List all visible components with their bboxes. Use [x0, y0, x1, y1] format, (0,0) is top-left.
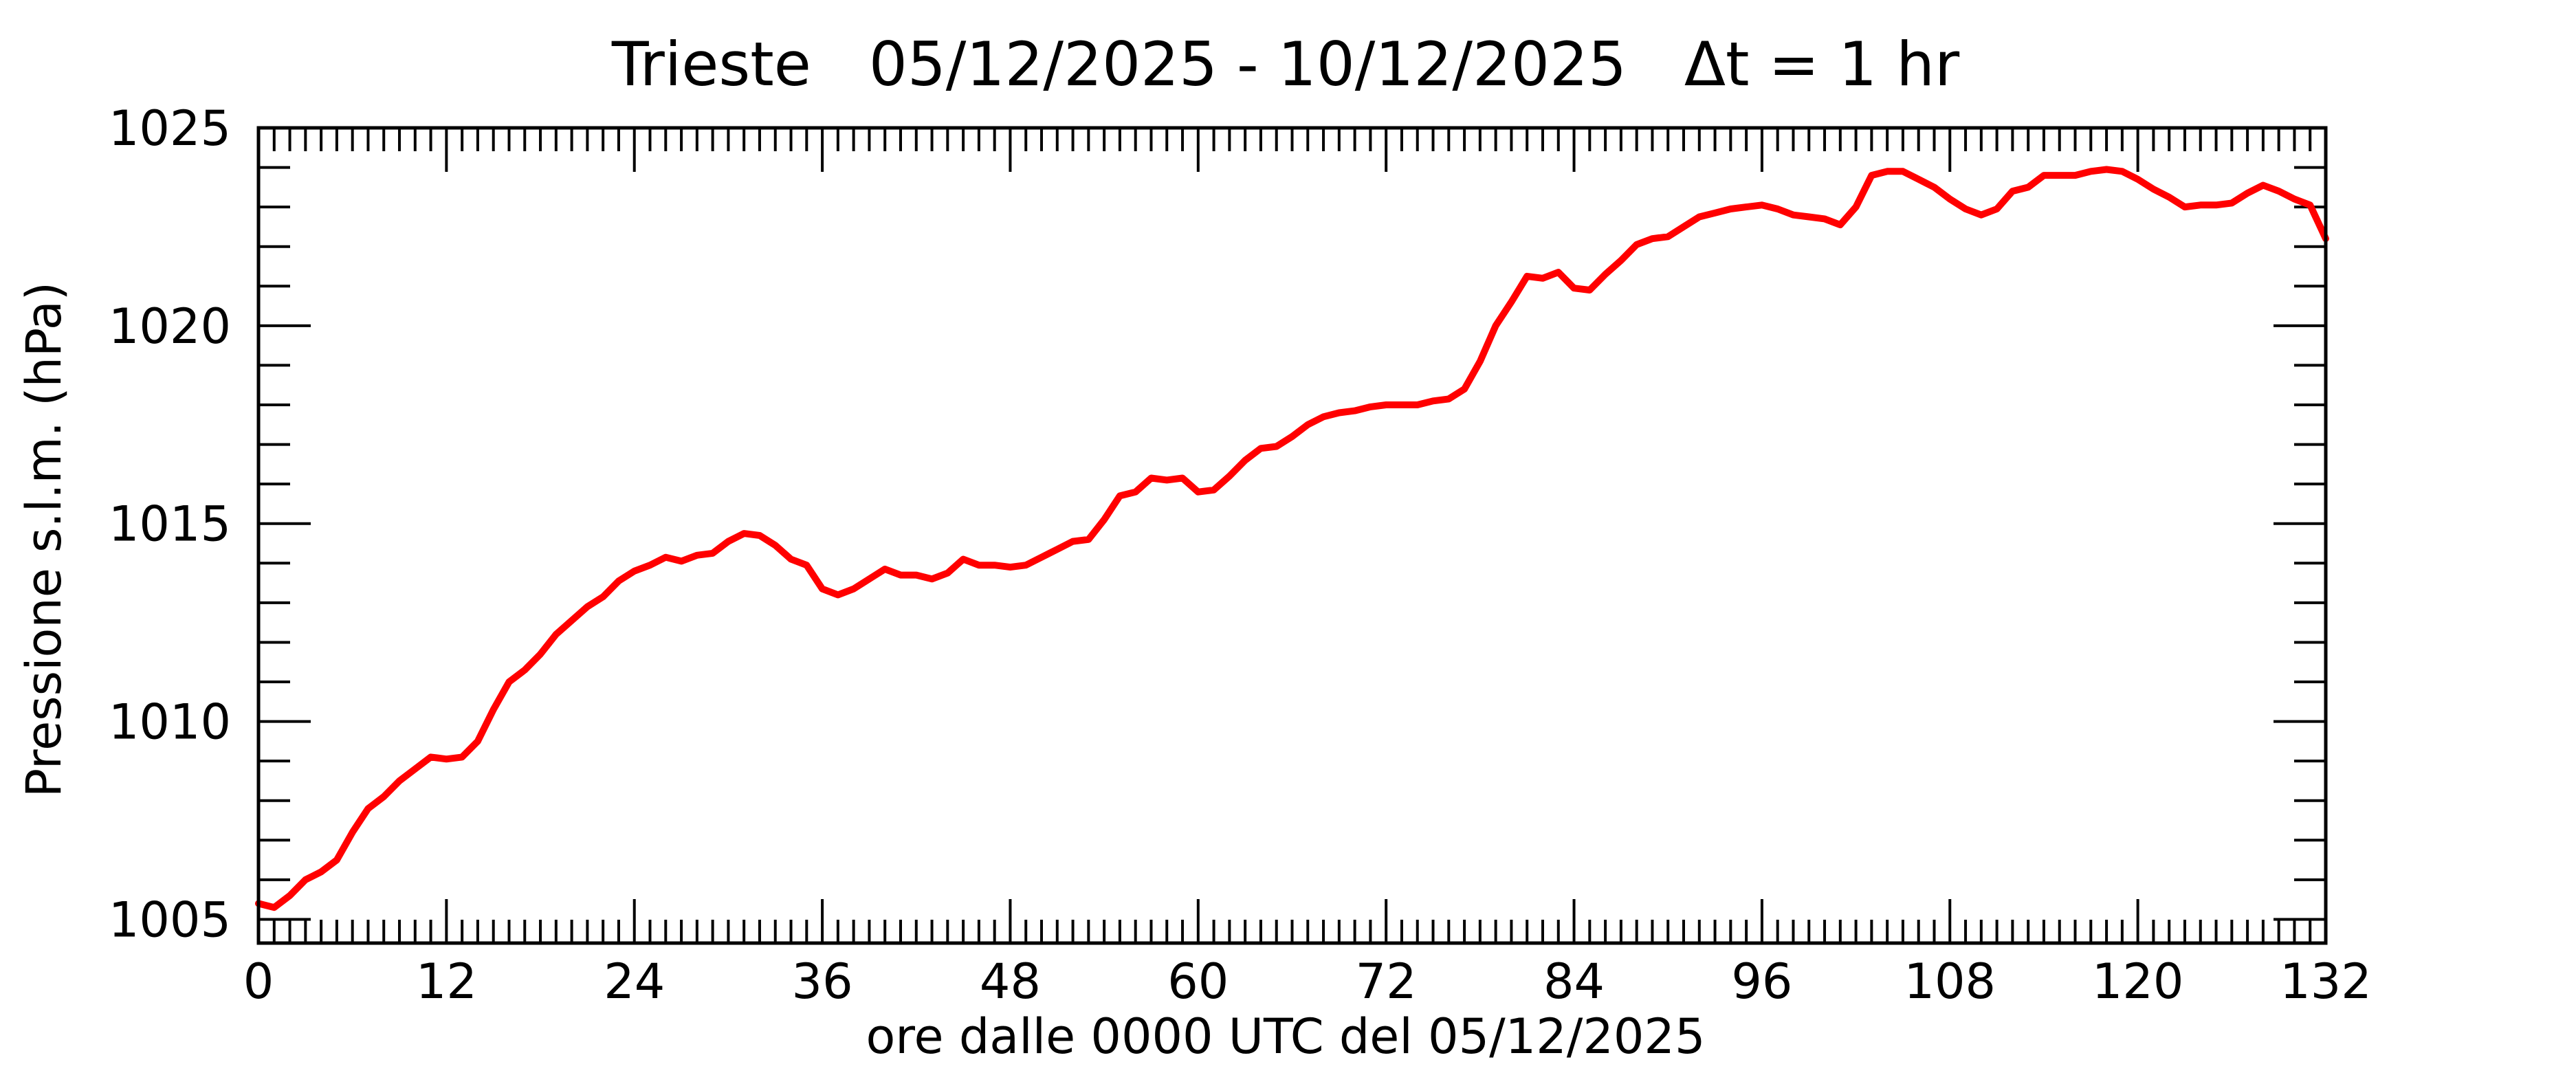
y-tick-label: 1010: [109, 694, 231, 751]
x-tick-label: 96: [1731, 953, 1792, 1010]
x-tick-label: 24: [604, 953, 665, 1010]
x-tick-label: 84: [1543, 953, 1605, 1010]
x-tick-label: 0: [243, 953, 274, 1010]
x-tick-label: 12: [416, 953, 477, 1010]
y-tick-label: 1005: [109, 892, 231, 948]
x-tick-label: 132: [2280, 953, 2372, 1010]
x-tick-label: 120: [2092, 953, 2184, 1010]
y-tick-label: 1015: [109, 496, 231, 553]
x-tick-label: 108: [1904, 953, 1996, 1010]
axis-tick-labels: 0 12 24 36 48 60 72 84 96 108 120 132 1005 1010 1015 10…: [109, 100, 2372, 1010]
y-axis-label: Pressione s.l.m. (hPa): [16, 282, 72, 797]
axis-ticks: [257, 126, 2327, 943]
x-tick-label: 60: [1167, 953, 1229, 1010]
x-tick-label: 48: [980, 953, 1041, 1010]
plot-frame: [256, 126, 2328, 945]
chart-title: Trieste 05/12/2025 - 10/12/2025 Δt = 1 h…: [611, 29, 1960, 100]
y-tick-label: 1020: [109, 298, 231, 355]
x-axis-label: ore dalle 0000 UTC del 05/12/2025: [866, 1008, 1705, 1065]
x-tick-label: 36: [792, 953, 853, 1010]
x-tick-label: 72: [1356, 953, 1417, 1010]
y-tick-label: 1025: [109, 100, 231, 157]
pressure-series-line: [255, 166, 2329, 911]
